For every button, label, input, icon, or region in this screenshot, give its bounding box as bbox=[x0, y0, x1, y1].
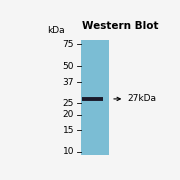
Text: Western Blot: Western Blot bbox=[82, 21, 158, 31]
Text: 50: 50 bbox=[63, 62, 74, 71]
Text: 37: 37 bbox=[63, 78, 74, 87]
Text: 20: 20 bbox=[63, 110, 74, 119]
Text: kDa: kDa bbox=[47, 26, 64, 35]
Text: 25: 25 bbox=[63, 98, 74, 107]
Text: 27kDa: 27kDa bbox=[127, 94, 156, 103]
Text: 15: 15 bbox=[63, 126, 74, 135]
Text: 75: 75 bbox=[63, 40, 74, 49]
Text: 10: 10 bbox=[63, 147, 74, 156]
Bar bbox=[81, 40, 109, 155]
